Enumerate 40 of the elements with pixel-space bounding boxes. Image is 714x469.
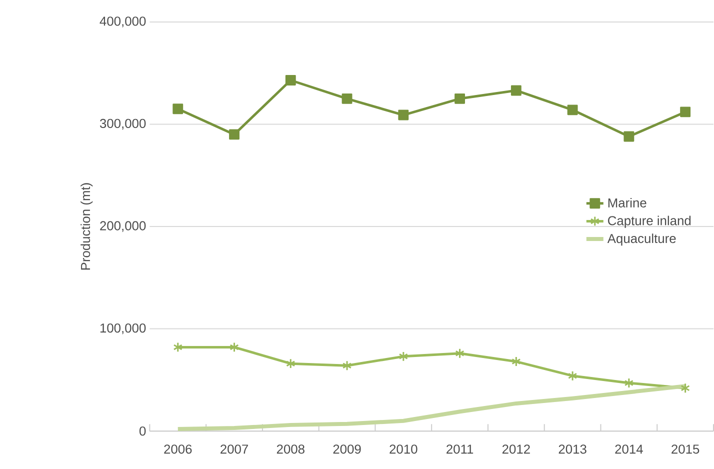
point [624,378,634,388]
y-tick-label: 0 [139,426,146,436]
x-tick-label: 2014 [615,444,643,454]
line-series [176,384,688,432]
x-tick-label: 2007 [220,444,248,454]
x-tick-label: 2008 [276,444,304,454]
x-tick-label: 2012 [502,444,530,454]
y-tick-label: 100,000 [100,323,146,334]
y-tick-label: 200,000 [100,221,146,232]
point [510,85,522,96]
legend-label: Capture inland [608,216,691,228]
x-tick-label: 2011 [446,444,474,454]
point [568,370,578,382]
legend-label: Aquaculture [607,234,676,246]
point [624,131,634,142]
y-axis-title: Production (mt) [80,183,93,270]
legend-label: Marine [608,198,646,208]
x-tick-label: 2015 [672,444,700,454]
point [398,110,409,120]
x-tick-label: 2006 [164,444,192,454]
point [172,104,184,114]
point [342,360,352,371]
x-tick-label: 2013 [558,444,586,454]
y-tick-label: 400,000 [100,16,146,28]
point [454,93,466,104]
point [229,129,240,140]
point [342,93,352,104]
x-tick-label: 2010 [390,444,418,454]
point [230,342,239,352]
point [398,351,408,362]
point [680,106,691,118]
point [285,75,296,86]
x-tick-label: 2009 [333,444,361,454]
point [567,104,578,116]
point [512,356,521,367]
point [173,342,182,352]
point [455,348,464,359]
point [286,358,296,369]
y-tick-label: 300,000 [100,118,146,130]
point [680,382,690,394]
